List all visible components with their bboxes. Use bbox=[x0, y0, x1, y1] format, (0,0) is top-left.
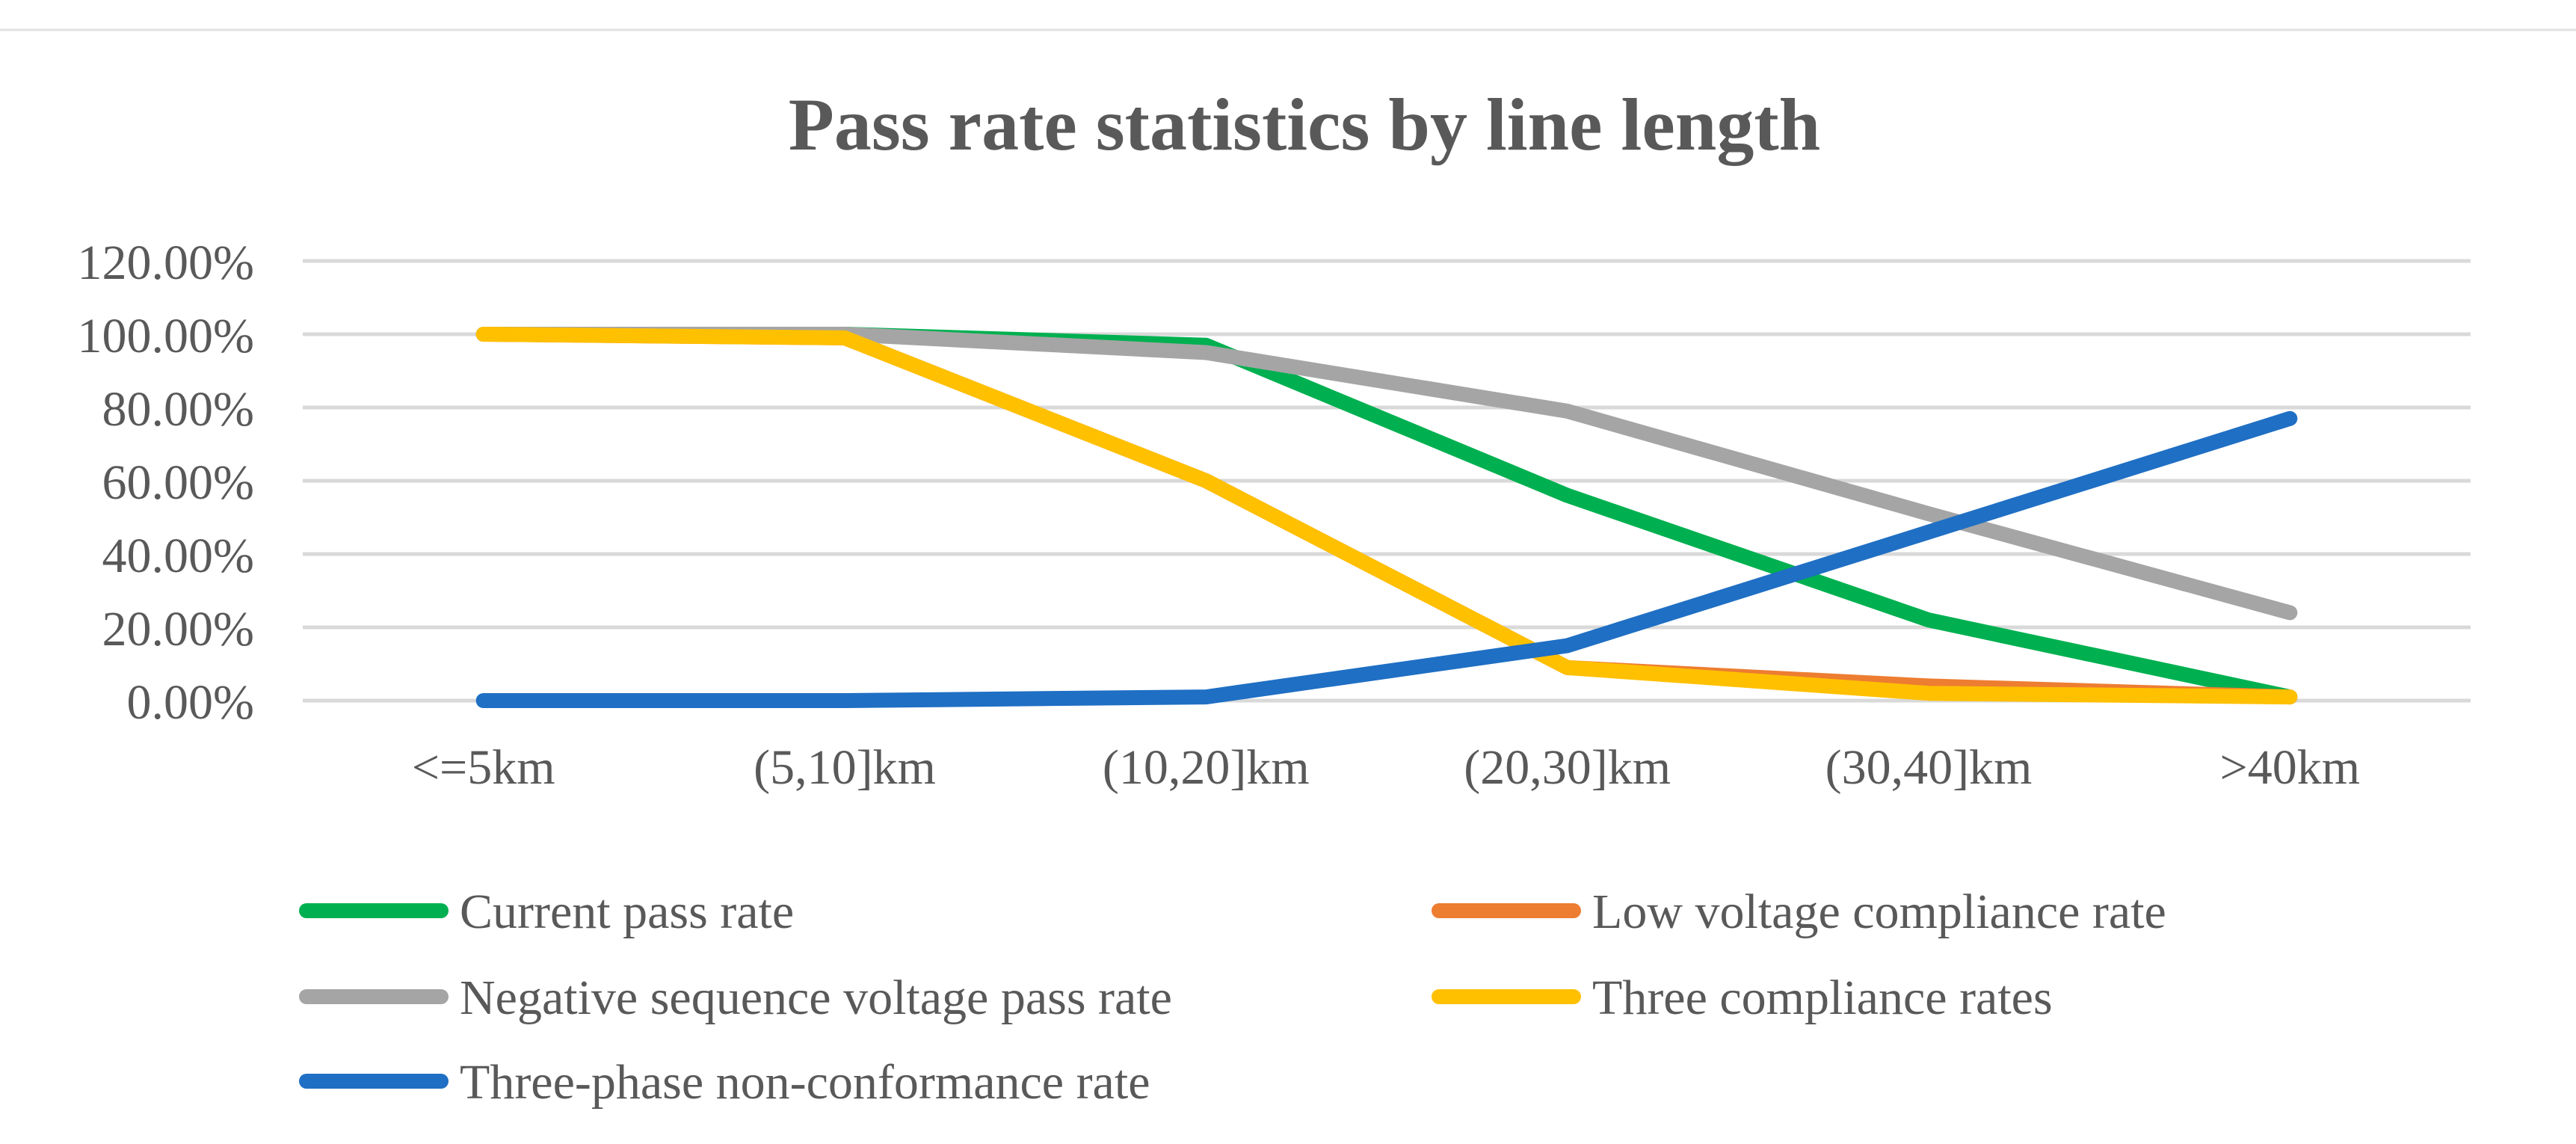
x-tick-label: (10,20]km bbox=[1103, 740, 1310, 795]
chart-title: Pass rate statistics by line length bbox=[789, 83, 1820, 166]
y-tick-label: 40.00% bbox=[102, 529, 254, 583]
legend-label: Low voltage compliance rate bbox=[1592, 885, 2166, 939]
y-tick-label: 80.00% bbox=[102, 382, 254, 437]
y-tick-label: 120.00% bbox=[78, 236, 254, 290]
y-tick-label: 60.00% bbox=[102, 455, 254, 510]
y-tick-label: 100.00% bbox=[78, 309, 254, 363]
x-tick-label: (30,40]km bbox=[1825, 740, 2033, 795]
series-line-3 bbox=[475, 327, 2298, 705]
legend: Current pass rate Low voltage compliance … bbox=[299, 885, 2166, 1110]
legend-label: Three compliance rates bbox=[1592, 971, 2053, 1025]
series-lines bbox=[475, 327, 2298, 708]
y-tick-label: 0.00% bbox=[127, 675, 254, 730]
x-tick-label: (20,30]km bbox=[1464, 740, 1671, 795]
x-tick-label: >40km bbox=[2220, 740, 2361, 795]
x-tick-label: <=5km bbox=[412, 740, 555, 795]
legend-label: Negative sequence voltage pass rate bbox=[460, 971, 1172, 1025]
y-tick-label: 20.00% bbox=[102, 602, 254, 656]
legend-label: Three-phase non-conformance rate bbox=[460, 1055, 1150, 1110]
x-tick-label: (5,10]km bbox=[754, 740, 936, 795]
y-axis-tick-labels: 0.00% 20.00% 40.00% 60.00% 80.00% 100.00% 120.… bbox=[78, 236, 254, 730]
legend-label: Current pass rate bbox=[460, 885, 794, 939]
x-axis-tick-labels: <=5km (5,10]km (10,20]km (20,30]km (30,40]km… bbox=[412, 740, 2360, 795]
series-line-4 bbox=[475, 410, 2298, 708]
